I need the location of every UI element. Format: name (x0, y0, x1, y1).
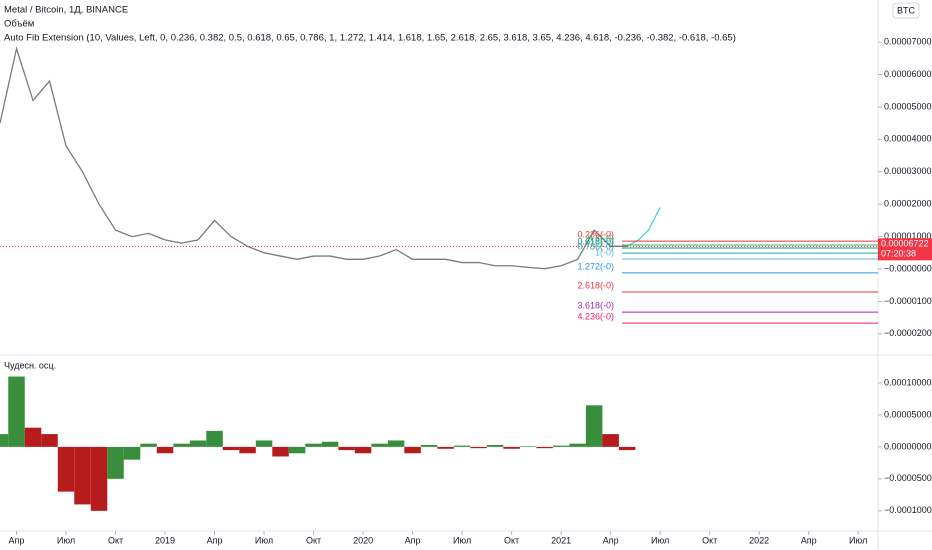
oscillator-bar (239, 446, 256, 454)
x-tick-label: Апр (801, 535, 817, 545)
x-tick-label: Июл (57, 535, 75, 545)
oscillator-bar (585, 405, 603, 447)
oscillator-bar (420, 444, 438, 447)
x-tick-label: 2022 (749, 535, 769, 545)
oscillator-bar (486, 444, 504, 447)
oscillator-bar (41, 434, 58, 447)
oscillator-bar (57, 446, 75, 492)
y-tick-label: 0.00000000 (884, 441, 932, 451)
x-tick-label: Окт (306, 535, 321, 545)
y-tick-label: −0.00005000 (884, 473, 932, 483)
x-tick-label: Июл (651, 535, 669, 545)
fib-label: 3.618(-0) (577, 301, 614, 311)
y-tick-label: 0.00005000 (884, 101, 932, 111)
x-tick-label: Июл (255, 535, 273, 545)
y-tick-label: −0.00010000 (884, 505, 932, 515)
volume-label[interactable]: Объём (4, 19, 34, 30)
oscillator-bar (255, 440, 273, 447)
fib-label: 1.272(-0) (577, 261, 614, 271)
oscillator-bar (321, 441, 339, 447)
fib-label: 0.5(-0) (587, 233, 614, 243)
oscillator-bar (503, 446, 520, 449)
oscillator-bar (470, 446, 487, 449)
y-tick-label: 0.00004000 (884, 134, 932, 144)
oscillator-bar (338, 446, 355, 451)
y-tick-label: 0.00007000 (884, 37, 932, 47)
x-tick-label: Апр (9, 535, 25, 545)
fib-label: 0.786(-0) (577, 242, 614, 252)
x-tick-label: Окт (504, 535, 519, 545)
fib-label: 0.236(-0) (577, 230, 614, 240)
x-tick-label: Апр (603, 535, 619, 545)
oscillator-bar (90, 446, 108, 511)
fib-label: 0.618(-0) (577, 236, 614, 246)
oscillator-bar (206, 430, 223, 447)
last-price-label: 0.00006722 (881, 239, 929, 249)
oscillator-bar (189, 440, 207, 447)
indicator-label[interactable]: Auto Fib Extension (10, Values, Left, 0,… (4, 33, 736, 44)
oscillator-bar (123, 446, 141, 460)
last-price-box (878, 238, 932, 261)
oscillator-bar (24, 427, 42, 447)
unit-tag[interactable] (892, 2, 920, 19)
oscillator-bar (552, 445, 570, 447)
x-tick-label: 2020 (353, 535, 373, 545)
oscillator-bar (173, 443, 190, 447)
oscillator-bar (536, 446, 553, 449)
oscillator-title: Чудесн. осц. (4, 360, 56, 370)
oscillator-bar (602, 434, 619, 447)
x-tick-label: Окт (108, 535, 123, 545)
y-tick-label: −0.00001000 (884, 296, 932, 306)
y-tick-label: 0.00010000 (884, 377, 932, 387)
oscillator-bar (0, 434, 9, 447)
oscillator-bar (272, 446, 289, 457)
symbol-title[interactable]: Metal / Bitcoin, 1Д, BINANCE (4, 5, 128, 16)
x-tick-label: Июл (849, 535, 867, 545)
oscillator-bar (222, 446, 240, 451)
fib-label: 2.618(-0) (577, 280, 614, 290)
y-tick-label: 0.00001000 (884, 231, 932, 241)
y-tick-label: 0.00005000 (884, 409, 932, 419)
unit-label[interactable]: BTC (897, 5, 916, 15)
oscillator-bar (156, 446, 174, 454)
oscillator-bar (288, 446, 306, 454)
oscillator-bar (519, 446, 537, 447)
oscillator-bar (371, 443, 388, 447)
fib-label: 1(-0) (595, 247, 614, 257)
oscillator-bar (437, 446, 454, 449)
oscillator-bar (618, 446, 636, 451)
oscillator-bar (569, 443, 586, 447)
oscillator-bar (140, 443, 157, 447)
price-line (0, 46, 628, 270)
countdown-label: 07:20:38 (881, 249, 916, 259)
oscillator-bar (305, 443, 322, 447)
x-tick-label: 2019 (155, 535, 175, 545)
oscillator-bar (354, 446, 372, 454)
oscillator-bar (453, 445, 471, 447)
x-tick-label: 2021 (551, 535, 571, 545)
oscillator-bar (404, 446, 421, 454)
oscillator-bar (107, 446, 124, 479)
y-tick-label: −0.00000000 (884, 263, 932, 273)
x-tick-label: Апр (405, 535, 421, 545)
y-tick-label: −0.00002000 (884, 328, 932, 338)
oscillator-bar (8, 376, 25, 447)
price-line (626, 207, 661, 247)
x-tick-label: Окт (702, 535, 717, 545)
x-tick-label: Апр (207, 535, 223, 545)
y-tick-label: 0.00002000 (884, 199, 932, 209)
y-tick-label: 0.00006000 (884, 69, 932, 79)
oscillator-bar (74, 446, 91, 505)
fib-label: 4.236(-0) (577, 312, 614, 322)
oscillator-bar (387, 440, 405, 447)
y-tick-label: 0.00003000 (884, 166, 932, 176)
x-tick-label: Июл (453, 535, 471, 545)
